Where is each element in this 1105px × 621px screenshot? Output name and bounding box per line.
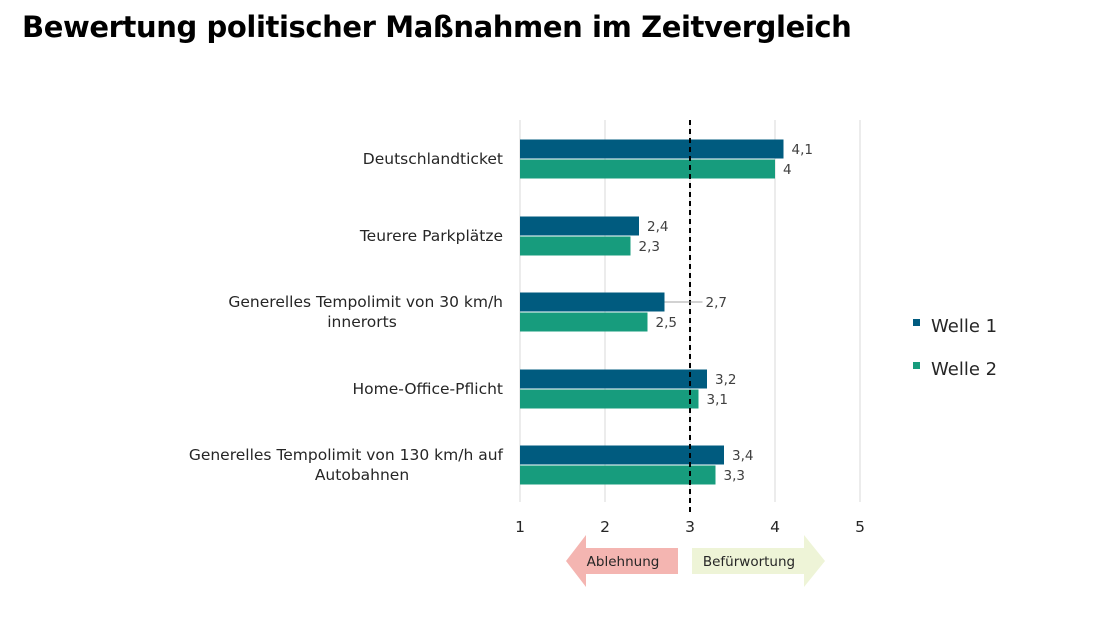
category-label-1-line-1: Deutschlandticket — [363, 150, 503, 168]
bar-1-1 — [520, 139, 784, 159]
x-tick-label-1: 1 — [515, 518, 525, 536]
value-label-2-5: 3,3 — [724, 468, 745, 484]
x-tick-label-4: 4 — [770, 518, 780, 536]
bar-2-5 — [520, 465, 716, 485]
legend-marker-1 — [913, 319, 920, 326]
value-label-1-2: 2,4 — [647, 219, 668, 235]
bar-2-4 — [520, 389, 699, 409]
chart-title: Bewertung politischer Maßnahmen im Zeitv… — [22, 10, 852, 44]
value-label-2-2: 2,3 — [639, 239, 660, 255]
category-label-5-line-1: Generelles Tempolimit von 130 km/h auf — [189, 446, 504, 464]
bar-2-1 — [520, 159, 775, 179]
bar-1-3 — [520, 292, 665, 312]
category-label-4-line-1: Home-Office-Pflicht — [353, 380, 503, 398]
x-axis-ticks: 1 2 3 4 5 — [515, 518, 865, 536]
bar-1-4 — [520, 369, 707, 389]
arrow-right-label: Befürwortung — [703, 554, 795, 570]
x-tick-label-5: 5 — [855, 518, 865, 536]
bar-1-5 — [520, 445, 724, 465]
category-label-3-line-2: innerorts — [327, 313, 397, 331]
labels: 4,14 Deutschlandticket 2,4 2,3 Teurere Parkp… — [189, 142, 813, 484]
bars — [520, 139, 784, 485]
value-label-2-1: 4 — [783, 162, 792, 178]
bar-2-2 — [520, 236, 631, 256]
value-label-1-1: 4,1 — [792, 142, 813, 158]
arrow-left-ablehnung — [566, 535, 678, 587]
legend-label-2: Welle 2 — [931, 359, 997, 380]
x-tick-label-3: 3 — [685, 518, 695, 536]
arrow-left-label: Ablehnung — [587, 554, 660, 570]
value-label-1-4: 3,2 — [715, 372, 736, 388]
bar-2-3 — [520, 312, 648, 332]
legend-label-1: Welle 1 — [931, 316, 997, 337]
bar-1-2 — [520, 216, 639, 236]
category-label-3-line-1: Generelles Tempolimit von 30 km/h — [228, 293, 503, 311]
value-label-2-4: 3,1 — [707, 392, 728, 408]
category-label-5-line-2: Autobahnen — [315, 466, 409, 484]
legend: Welle 1 Welle 2 — [913, 316, 997, 380]
direction-arrows: Ablehnung Befürwortung — [566, 535, 825, 587]
value-label-1-3: 2,7 — [706, 295, 727, 311]
category-label-2-line-1: Teurere Parkplätze — [359, 227, 503, 245]
x-tick-label-2: 2 — [600, 518, 610, 536]
legend-marker-2 — [913, 362, 920, 369]
value-label-1-5: 3,4 — [732, 448, 753, 464]
arrow-right-befuerwortung — [692, 535, 825, 587]
value-label-2-3: 2,5 — [656, 315, 677, 331]
